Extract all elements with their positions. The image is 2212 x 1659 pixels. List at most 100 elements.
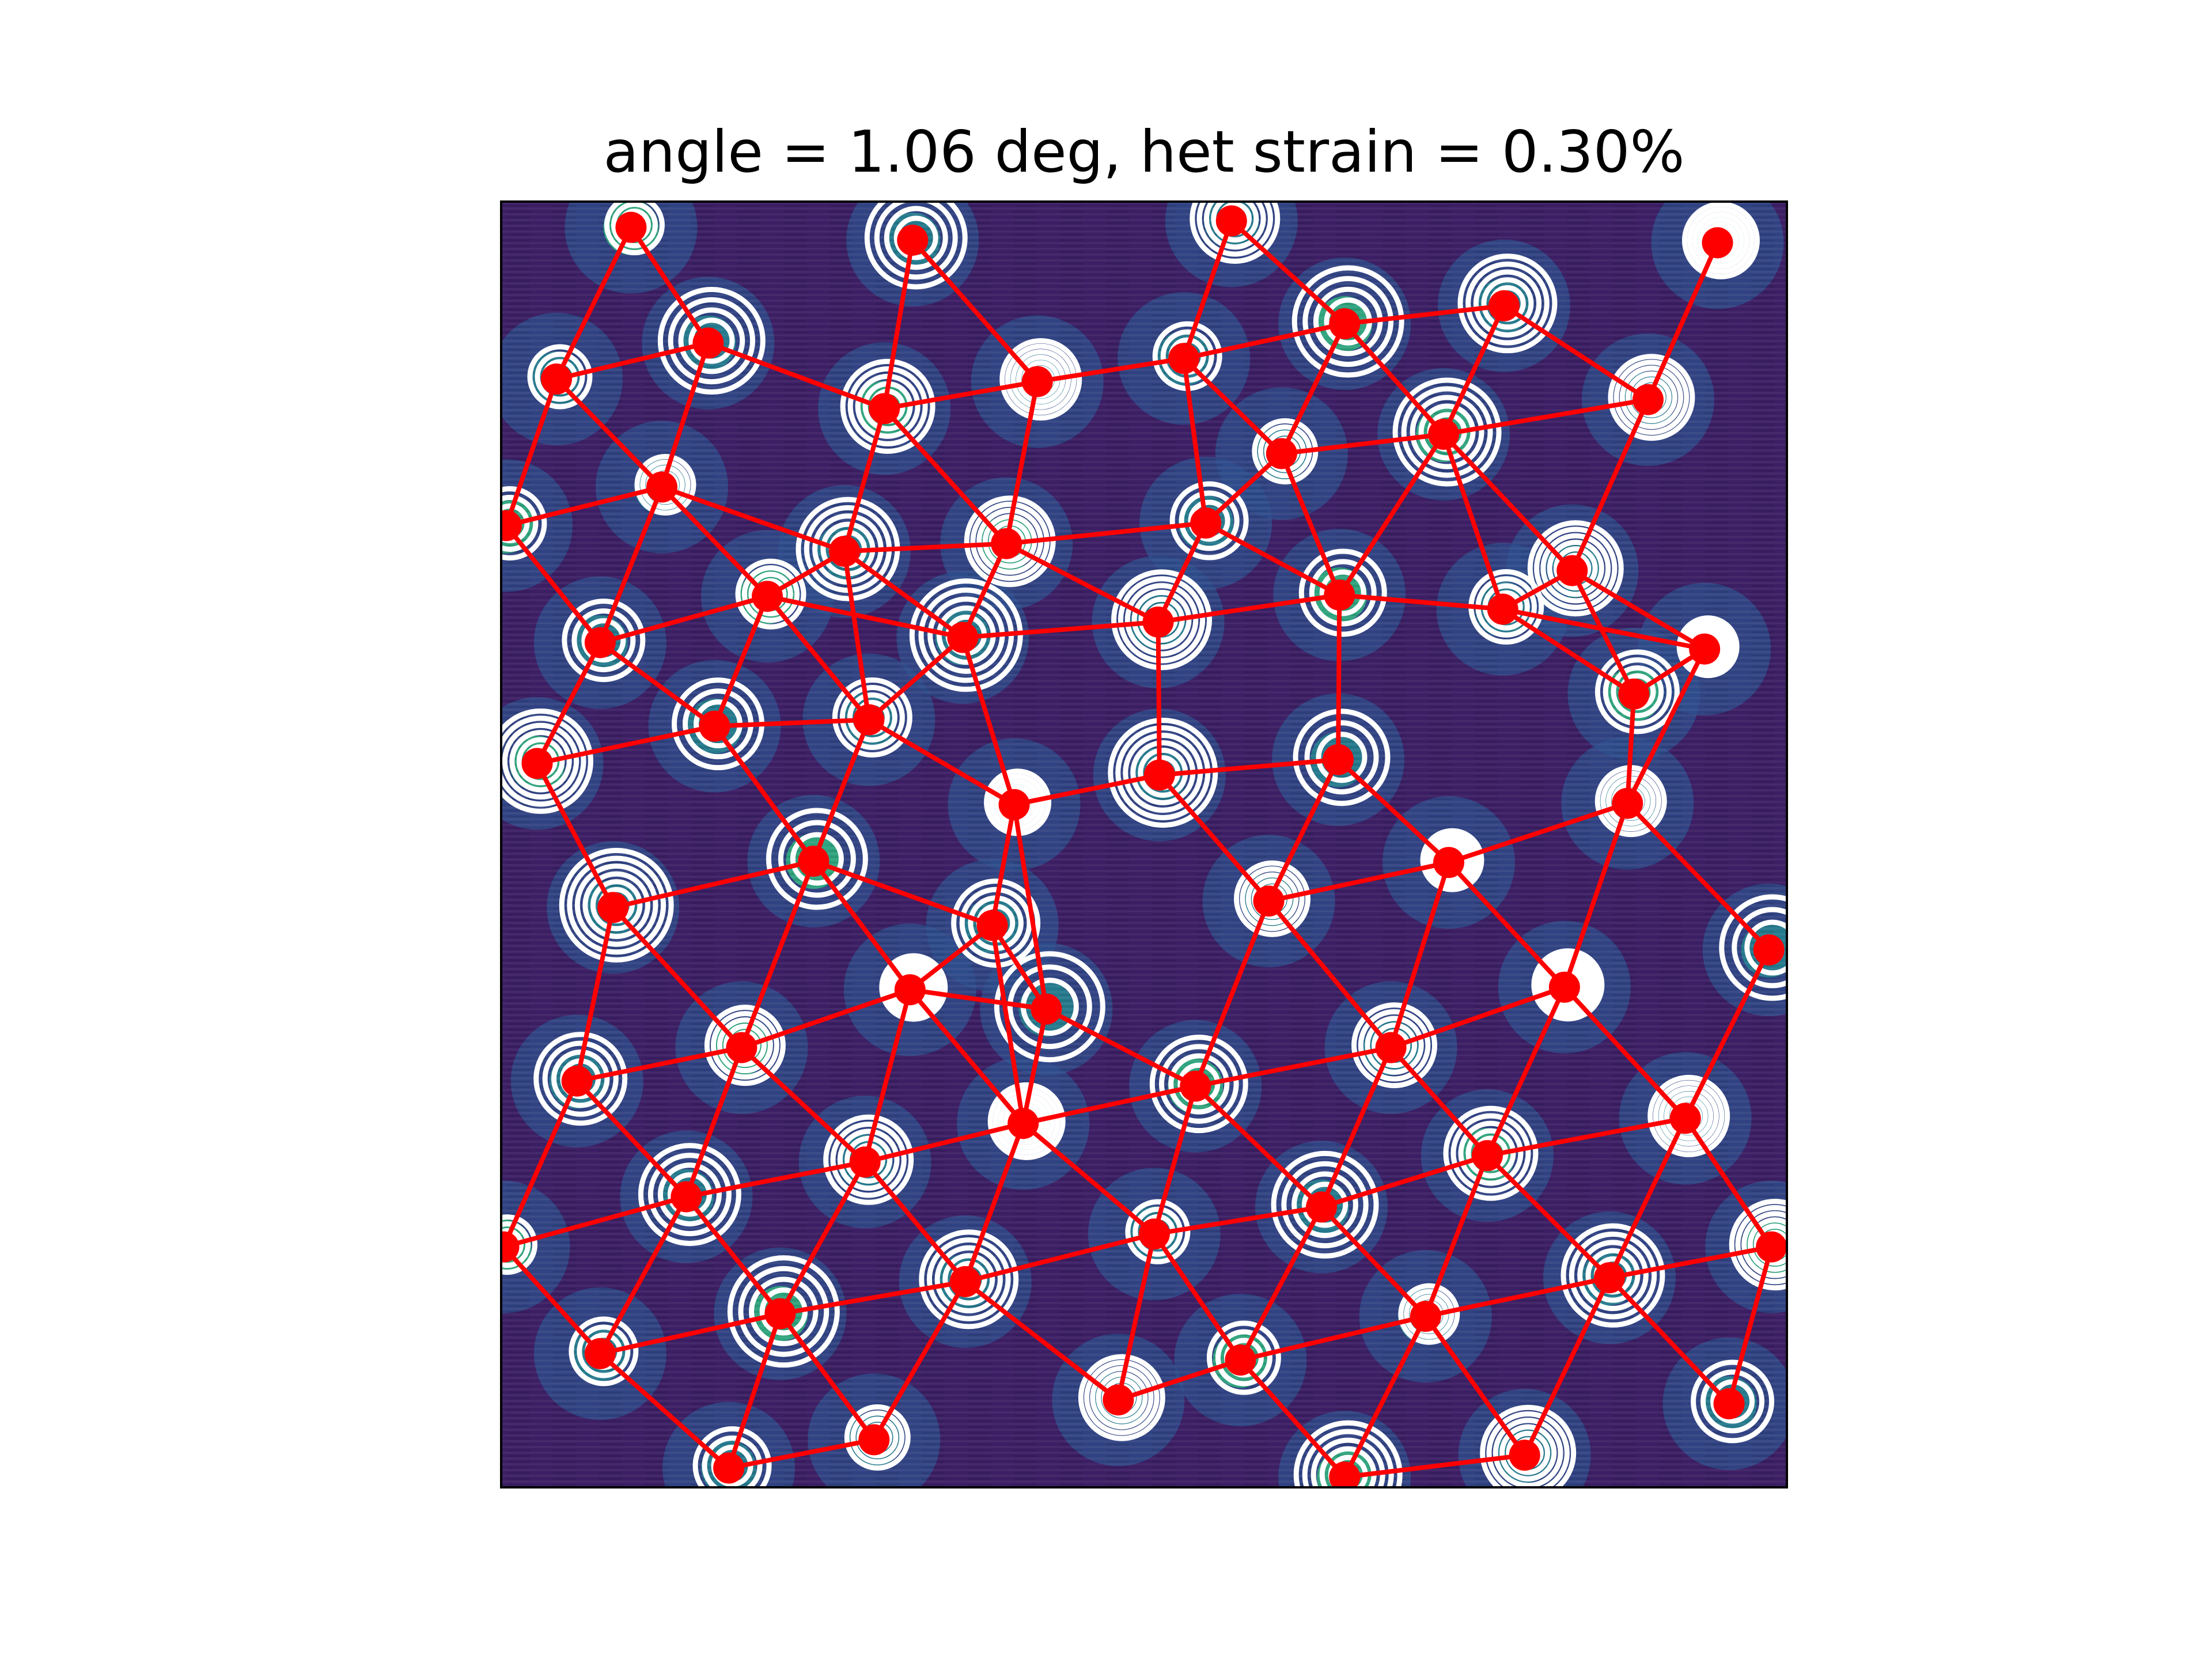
lattice-edge xyxy=(1240,1314,1426,1362)
contour-ring xyxy=(1358,1009,1431,1082)
lattice-point xyxy=(897,224,929,256)
lattice-point xyxy=(1329,308,1361,340)
lattice-edge xyxy=(1570,569,1636,695)
contour-ring xyxy=(1309,559,1377,627)
lattice-point xyxy=(646,471,677,503)
lattice-point xyxy=(1632,384,1664,415)
lattice-point xyxy=(1433,847,1464,878)
lattice-edge xyxy=(1159,757,1339,778)
lattice-edge xyxy=(911,238,1039,384)
lattice-edge xyxy=(1339,593,1503,612)
contour-ring xyxy=(1365,1016,1424,1075)
contour-ring xyxy=(993,1087,1060,1155)
lattice-edge xyxy=(1570,399,1650,572)
lattice-point xyxy=(1168,343,1200,374)
lattice-edge xyxy=(1609,1244,1772,1281)
contour-ring xyxy=(1443,1105,1539,1201)
contour-ring xyxy=(604,202,665,256)
lattice-point xyxy=(1329,1461,1361,1487)
lattice-point xyxy=(1007,1108,1039,1139)
lattice-edge xyxy=(575,1079,688,1199)
lattice-edge xyxy=(778,1312,876,1441)
contour-ring xyxy=(1293,709,1391,806)
lattice-point xyxy=(858,1424,890,1456)
contour-ring xyxy=(1215,1329,1272,1387)
contour-ring xyxy=(844,1135,893,1184)
contour-ring xyxy=(1404,1289,1455,1339)
lattice-edge xyxy=(555,377,664,489)
contour-ring xyxy=(1118,576,1206,664)
lattice-edge xyxy=(868,718,1016,807)
lattice-point xyxy=(1556,555,1588,586)
contour-ring xyxy=(1531,948,1605,1022)
lattice-edge xyxy=(1281,432,1444,456)
lattice-edge xyxy=(962,619,1158,640)
lattice-edge xyxy=(1319,1047,1393,1209)
lattice-edge xyxy=(660,485,769,599)
lattice-edge xyxy=(1562,802,1630,988)
lattice-edge xyxy=(741,987,911,1050)
contour-ring xyxy=(823,1114,914,1205)
lattice-edge xyxy=(713,725,816,863)
lattice-edge xyxy=(882,407,1009,546)
contour-ring xyxy=(1302,1429,1394,1487)
contour-ring xyxy=(1486,1411,1570,1487)
lattice-edge xyxy=(598,486,664,644)
contour-ring xyxy=(888,962,939,1013)
lattice-edge xyxy=(554,226,634,380)
lattice-edge xyxy=(1388,862,1451,1048)
lattice-edge xyxy=(1571,569,1706,652)
lattice-point xyxy=(1702,227,1733,259)
contour-ring xyxy=(582,871,650,940)
lattice-edge xyxy=(990,924,1048,1010)
contour-ring xyxy=(551,1049,610,1108)
contour-ring xyxy=(1647,1074,1730,1157)
lattice-edge xyxy=(812,859,912,991)
contour-ring xyxy=(1499,1424,1557,1482)
lattice-edge xyxy=(1646,241,1720,401)
contour-ring xyxy=(1697,217,1744,264)
lattice-edge xyxy=(863,1160,967,1283)
contour-ring xyxy=(562,599,646,683)
lattice-edge xyxy=(1193,900,1271,1088)
lattice-edge xyxy=(1013,772,1160,807)
contour-ring xyxy=(738,1266,830,1357)
contour-ring xyxy=(1124,583,1199,657)
lattice-edge xyxy=(1522,1277,1612,1456)
lattice-edge xyxy=(1279,452,1342,596)
lattice-edge xyxy=(1423,1315,1527,1457)
contour-ring xyxy=(501,708,593,814)
lattice-edge xyxy=(684,1195,782,1316)
lattice-point xyxy=(597,892,629,923)
lattice-edge xyxy=(598,1195,688,1355)
lattice-point xyxy=(1471,1140,1503,1172)
lattice-point xyxy=(540,363,572,395)
lattice-edge xyxy=(1154,1205,1322,1237)
lattice-edge xyxy=(862,989,912,1163)
contour-ring xyxy=(1540,533,1611,604)
lattice-edge xyxy=(599,594,768,645)
lattice-edge xyxy=(1279,323,1347,455)
contour-ring xyxy=(1732,907,1787,988)
lattice-edge xyxy=(574,907,616,1082)
lattice-edge xyxy=(1501,607,1635,696)
contour-ring xyxy=(1534,527,1618,610)
contour-ring xyxy=(567,855,666,955)
contour-ring xyxy=(634,454,696,516)
contour-ring xyxy=(611,202,658,249)
contour-ring xyxy=(717,1017,773,1074)
lattice-edge xyxy=(1389,1046,1489,1157)
contour-ring xyxy=(1301,1181,1349,1228)
lattice-point xyxy=(894,974,926,1006)
lattice-edge xyxy=(612,859,815,910)
lattice-point xyxy=(1143,759,1175,791)
contour-ring xyxy=(638,1143,741,1247)
lattice-edge xyxy=(1238,1206,1324,1361)
contour-ring xyxy=(1351,1002,1438,1089)
lattice-edge xyxy=(684,1047,744,1198)
lattice-edge xyxy=(1626,801,1771,952)
contour-ring xyxy=(1594,649,1680,734)
contour-ring xyxy=(1206,1320,1281,1395)
contour-ring xyxy=(879,953,948,1022)
contour-ring xyxy=(559,847,674,963)
